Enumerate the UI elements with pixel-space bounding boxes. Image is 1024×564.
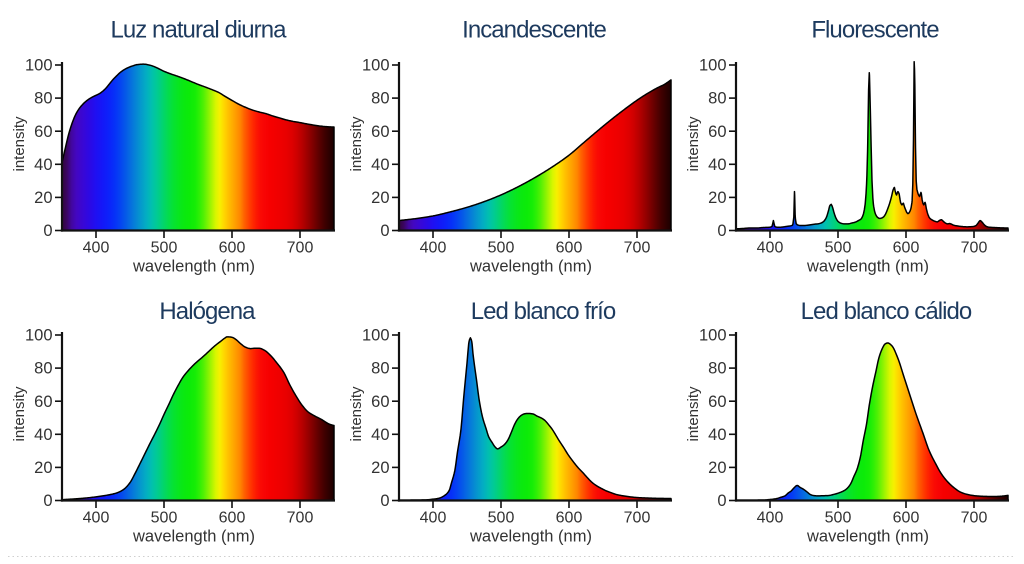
svg-text:wavelength (nm): wavelength (nm): [469, 528, 592, 546]
svg-text:intensity: intensity: [685, 386, 702, 442]
svg-text:20: 20: [34, 459, 52, 477]
svg-text:Incandescente: Incandescente: [462, 17, 606, 44]
svg-text:400: 400: [757, 240, 784, 257]
svg-text:100: 100: [362, 327, 390, 345]
svg-text:700: 700: [961, 510, 988, 527]
svg-text:100: 100: [25, 57, 53, 75]
svg-text:500: 500: [825, 510, 852, 527]
svg-text:700: 700: [287, 510, 314, 527]
svg-text:40: 40: [371, 426, 389, 444]
svg-text:Halógena: Halógena: [159, 298, 256, 325]
svg-text:400: 400: [420, 510, 447, 527]
svg-text:80: 80: [708, 90, 726, 108]
svg-text:400: 400: [83, 510, 110, 527]
svg-text:500: 500: [151, 510, 178, 527]
svg-text:80: 80: [371, 360, 389, 378]
svg-text:60: 60: [34, 123, 52, 141]
svg-text:700: 700: [287, 240, 314, 257]
svg-text:60: 60: [371, 393, 389, 411]
svg-text:wavelength (nm): wavelength (nm): [806, 528, 929, 546]
svg-text:100: 100: [25, 327, 53, 345]
svg-text:intensity: intensity: [11, 116, 28, 172]
svg-text:80: 80: [34, 90, 52, 108]
svg-text:60: 60: [371, 123, 389, 141]
svg-text:600: 600: [893, 240, 920, 257]
svg-text:700: 700: [624, 240, 651, 257]
svg-text:600: 600: [219, 240, 246, 257]
svg-text:20: 20: [371, 459, 389, 477]
svg-text:intensity: intensity: [348, 116, 365, 172]
svg-text:wavelength (nm): wavelength (nm): [469, 258, 592, 276]
svg-text:500: 500: [488, 510, 515, 527]
svg-text:400: 400: [757, 510, 784, 527]
svg-text:600: 600: [219, 510, 246, 527]
svg-text:0: 0: [43, 492, 52, 510]
svg-text:700: 700: [961, 240, 988, 257]
svg-text:0: 0: [380, 222, 389, 240]
svg-text:Luz natural diurna: Luz natural diurna: [110, 17, 287, 44]
svg-text:80: 80: [371, 90, 389, 108]
svg-text:20: 20: [708, 189, 726, 207]
svg-text:wavelength (nm): wavelength (nm): [132, 528, 255, 546]
svg-text:Fluorescente: Fluorescente: [811, 17, 939, 44]
svg-text:0: 0: [43, 222, 52, 240]
svg-text:40: 40: [34, 426, 52, 444]
svg-text:0: 0: [717, 492, 726, 510]
svg-text:100: 100: [699, 327, 727, 345]
svg-text:400: 400: [420, 240, 447, 257]
svg-text:600: 600: [556, 510, 583, 527]
svg-text:20: 20: [34, 189, 52, 207]
svg-text:700: 700: [624, 510, 651, 527]
svg-text:500: 500: [825, 240, 852, 257]
svg-text:60: 60: [34, 393, 52, 411]
svg-text:intensity: intensity: [348, 386, 365, 442]
svg-text:intensity: intensity: [685, 116, 702, 172]
svg-text:20: 20: [708, 459, 726, 477]
svg-text:80: 80: [34, 360, 52, 378]
svg-text:Led blanco cálido: Led blanco cálido: [801, 298, 972, 325]
svg-text:0: 0: [717, 222, 726, 240]
svg-text:80: 80: [708, 360, 726, 378]
svg-text:500: 500: [151, 240, 178, 257]
svg-text:100: 100: [362, 57, 390, 75]
svg-text:Led blanco frío: Led blanco frío: [471, 298, 616, 325]
svg-text:40: 40: [708, 426, 726, 444]
svg-text:20: 20: [371, 189, 389, 207]
svg-text:600: 600: [556, 240, 583, 257]
svg-text:100: 100: [699, 57, 727, 75]
svg-text:intensity: intensity: [11, 386, 28, 442]
svg-text:400: 400: [83, 240, 110, 257]
svg-text:40: 40: [34, 156, 52, 174]
svg-text:60: 60: [708, 393, 726, 411]
svg-text:wavelength (nm): wavelength (nm): [806, 258, 929, 276]
svg-text:500: 500: [488, 240, 515, 257]
svg-text:wavelength (nm): wavelength (nm): [132, 258, 255, 276]
svg-text:40: 40: [371, 156, 389, 174]
svg-text:600: 600: [893, 510, 920, 527]
svg-text:0: 0: [380, 492, 389, 510]
svg-text:40: 40: [708, 156, 726, 174]
svg-text:60: 60: [708, 123, 726, 141]
